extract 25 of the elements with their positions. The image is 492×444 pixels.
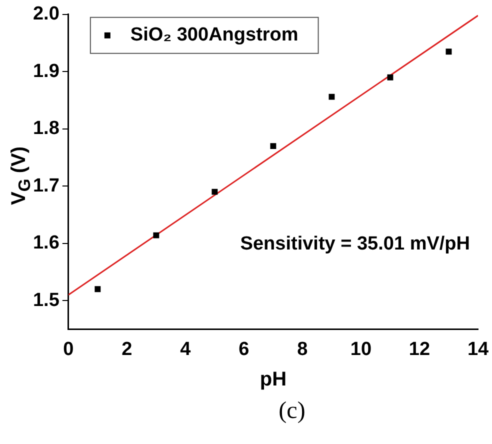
point xyxy=(153,232,160,238)
x-tick-label: 6 xyxy=(238,338,250,360)
y-tick-label: 1.6 xyxy=(32,232,60,254)
x-axis-title: pH xyxy=(260,368,287,391)
y-tick-label: 2.0 xyxy=(32,4,60,25)
x-tick-label: 4 xyxy=(180,338,192,360)
x-tick-label: 0 xyxy=(63,338,74,360)
x-tick-label: 8 xyxy=(297,338,308,360)
point xyxy=(328,94,335,100)
legend-label: SiO₂ 300Angstrom xyxy=(130,24,298,46)
x-tick-label: 10 xyxy=(350,338,372,360)
point xyxy=(212,188,218,195)
point xyxy=(270,143,276,150)
y-tick-label: 1.7 xyxy=(32,175,60,196)
x-tick-label: 12 xyxy=(408,338,430,360)
point xyxy=(387,74,394,80)
x-tick-label: 2 xyxy=(122,338,132,360)
y-tick-label: 1.9 xyxy=(32,60,60,82)
y-tick-label: 1.8 xyxy=(32,118,60,140)
x-tick-label: 14 xyxy=(467,338,489,360)
annotation: Sensitivity = 35.01 mV/pH xyxy=(240,233,470,254)
point xyxy=(446,48,452,55)
text: (c) xyxy=(278,398,306,425)
y-tick-label: 1.5 xyxy=(32,290,60,311)
point xyxy=(94,286,101,292)
